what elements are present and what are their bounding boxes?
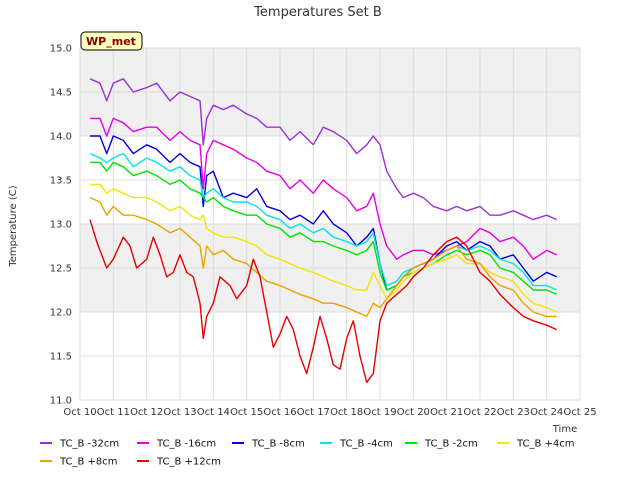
y-tick-label: 12.5 — [50, 264, 72, 275]
y-tick-label: 11.0 — [50, 396, 72, 407]
legend-label: TC_B -8cm — [251, 439, 305, 450]
chart-title: Temperatures Set B — [253, 5, 382, 20]
x-axis-label: Time — [552, 424, 577, 435]
x-tick-label: Oct 12 — [130, 407, 163, 418]
series-line-tc-b-12cm — [89, 219, 557, 384]
y-tick-label: 15.0 — [50, 44, 72, 55]
series-line-tc-b-4cm — [90, 183, 557, 313]
legend-label: TC_B -2cm — [424, 439, 478, 450]
legend-label: TC_B +12cm — [156, 457, 221, 468]
legend-label: TC_B +8cm — [59, 457, 118, 468]
grid-lines — [79, 47, 581, 401]
source-badge: WP_met — [80, 31, 143, 51]
legend: TC_B -32cm TC_B -16cm TC_B -8cm TC_B -4cm TC… — [40, 439, 575, 468]
legend-item-tc-b-4cm: TC_B -4cm — [320, 439, 393, 450]
legend-label: TC_B -4cm — [339, 439, 393, 450]
series-lines — [89, 78, 557, 384]
x-tick-label: Oct 20 — [397, 407, 430, 418]
x-tick-label: Oct 11 — [97, 407, 130, 418]
y-tick-label: 14.5 — [50, 88, 72, 99]
legend-label: TC_B -16cm — [156, 439, 216, 450]
badge-box — [80, 31, 143, 51]
legend-item-tc-b-12cm: TC_B +12cm — [137, 457, 221, 468]
x-tick-labels: Oct 10 Oct 11 Oct 12 Oct 13 Oct 14 Oct 15 Oct … — [63, 407, 596, 418]
x-tick-label: Oct 23 — [497, 407, 530, 418]
legend-item-tc-b-16cm: TC_B -16cm — [137, 439, 216, 450]
legend-item-tc-b-4cm: TC_B +4cm — [497, 439, 575, 450]
x-tick-label: Oct 24 — [530, 407, 563, 418]
x-tick-label: Oct 15 — [230, 407, 263, 418]
y-tick-label: 13.5 — [50, 176, 72, 187]
y-tick-label: 13.0 — [50, 220, 72, 231]
x-tick-label: Oct 16 — [263, 407, 296, 418]
x-tick-label: Oct 19 — [363, 407, 396, 418]
x-tick-label: Oct 21 — [430, 407, 463, 418]
legend-item-tc-b-32cm: TC_B -32cm — [40, 439, 119, 450]
badge-label: WP_met — [86, 35, 136, 48]
y-tick-labels: 11.0 11.5 12.0 12.5 13.0 13.5 14.0 14.5 15.0 — [50, 44, 72, 407]
x-tick-label: Oct 14 — [197, 407, 230, 418]
y-tick-label: 14.0 — [50, 132, 72, 143]
y-tick-label: 11.5 — [50, 352, 72, 363]
y-tick-label: 12.0 — [50, 308, 72, 319]
x-tick-label: Oct 18 — [330, 407, 363, 418]
series-line-tc-b-8cm — [89, 196, 557, 318]
y-axis-label: Temperature (C) — [8, 185, 19, 267]
legend-label: TC_B -32cm — [59, 439, 119, 450]
x-tick-label: Oct 22 — [463, 407, 496, 418]
legend-item-tc-b-8cm: TC_B -8cm — [232, 439, 305, 450]
x-tick-label: Oct 17 — [297, 407, 330, 418]
legend-label: TC_B +4cm — [516, 439, 575, 450]
x-tick-label: Oct 13 — [163, 407, 196, 418]
series-line-tc-b-2cm — [90, 161, 557, 296]
series-line-tc-b-32cm — [89, 78, 557, 221]
x-tick-label: Oct 10 — [63, 407, 96, 418]
x-tick-label: Oct 25 — [563, 407, 596, 418]
series-line-tc-b-16cm — [90, 117, 557, 260]
legend-item-tc-b-2cm: TC_B -2cm — [405, 439, 478, 450]
legend-item-tc-b-8cm: TC_B +8cm — [40, 457, 118, 468]
